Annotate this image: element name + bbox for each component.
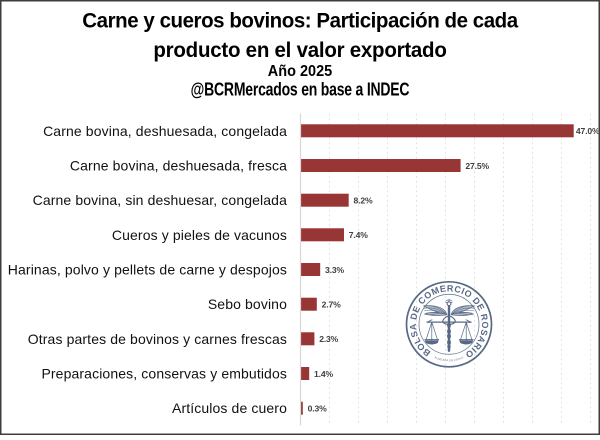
svg-text:Otras partes de bovinos y carn: Otras partes de bovinos y carnes frescas — [28, 331, 287, 347]
svg-text:Carne y cueros bovinos: Partic: Carne y cueros bovinos: Participación de… — [82, 9, 518, 32]
svg-text:2.3%: 2.3% — [319, 334, 338, 344]
svg-text:3.3%: 3.3% — [325, 265, 344, 275]
svg-text:Año 2025: Año 2025 — [268, 62, 332, 80]
svg-text:producto en el valor exportado: producto en el valor exportado — [153, 39, 446, 62]
svg-text:47.0%: 47.0% — [576, 126, 600, 136]
svg-text:Preparaciones, conservas y emb: Preparaciones, conservas y embutidos — [41, 366, 287, 382]
svg-text:8.2%: 8.2% — [354, 196, 373, 206]
svg-text:@BCRMercados en base a INDEC: @BCRMercados en base a INDEC — [191, 80, 410, 100]
svg-text:27.5%: 27.5% — [465, 161, 489, 171]
svg-text:Harinas, polvo y pellets de ca: Harinas, polvo y pellets de carne y desp… — [8, 262, 287, 278]
svg-text:Carne bovina, deshuesada, cong: Carne bovina, deshuesada, congelada — [43, 123, 287, 139]
svg-text:1.4%: 1.4% — [314, 369, 333, 379]
svg-text:Artículos de cuero: Artículos de cuero — [172, 400, 287, 416]
svg-text:Cueros y pieles de vacunos: Cueros y pieles de vacunos — [112, 227, 287, 243]
svg-text:2.7%: 2.7% — [322, 300, 341, 310]
svg-text:Carne bovina, sin deshuesar, c: Carne bovina, sin deshuesar, congelada — [33, 192, 287, 208]
svg-text:Sebo bovino: Sebo bovino — [208, 296, 287, 312]
svg-text:0.3%: 0.3% — [308, 404, 327, 414]
svg-text:7.4%: 7.4% — [349, 230, 368, 240]
svg-text:Carne bovina, deshuesada, fres: Carne bovina, deshuesada, fresca — [70, 158, 287, 174]
